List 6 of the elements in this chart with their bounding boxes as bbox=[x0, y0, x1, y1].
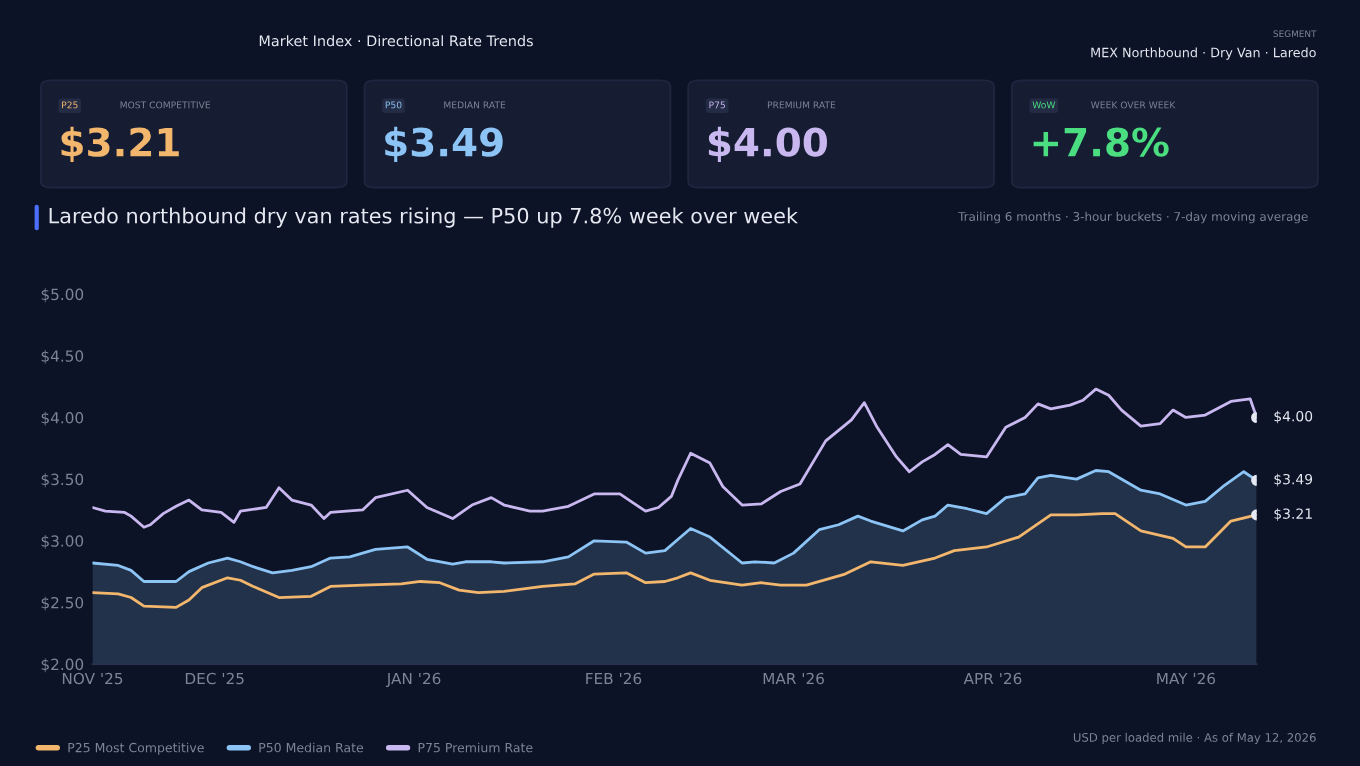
chart-title: Laredo northbound dry van rates rising — P50 up 7.8% week over week bbox=[49, 207, 798, 228]
text: $4.00 bbox=[708, 126, 827, 162]
text: +7.8% bbox=[1033, 127, 1169, 157]
line-series bbox=[92, 387, 1257, 529]
text: $3.21 bbox=[61, 126, 179, 162]
text: $3.49 bbox=[385, 126, 503, 162]
